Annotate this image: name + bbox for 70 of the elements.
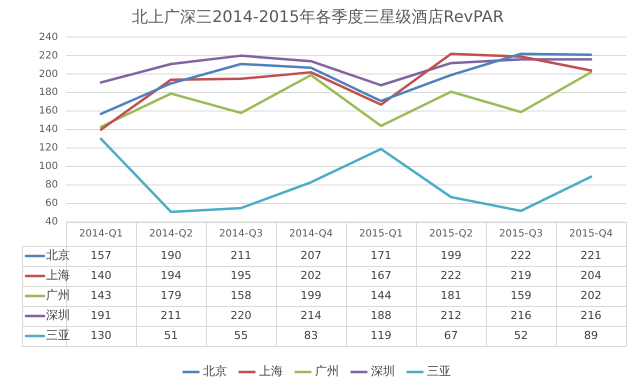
data-label: 55 bbox=[234, 328, 248, 342]
y-tick-label: 100 bbox=[38, 161, 58, 172]
x-tick-label: 2014-Q2 bbox=[149, 228, 193, 240]
text: 上海 bbox=[259, 364, 283, 378]
y-tick-label: 120 bbox=[38, 142, 58, 154]
data-label: 144 bbox=[370, 288, 392, 302]
data-label: 159 bbox=[510, 288, 532, 302]
x-tick-label: 2015-Q2 bbox=[429, 228, 473, 240]
x-tick-label: 2015-Q4 bbox=[569, 228, 613, 240]
data-label: 157 bbox=[90, 248, 112, 262]
data-label: 202 bbox=[580, 288, 602, 302]
data-label: 212 bbox=[440, 308, 462, 322]
data-label: 221 bbox=[580, 248, 602, 262]
data-label: 195 bbox=[230, 268, 252, 282]
legend-label: 深圳 bbox=[46, 308, 70, 322]
data-label: 167 bbox=[370, 268, 392, 282]
data-label: 191 bbox=[90, 308, 112, 322]
data-label: 202 bbox=[300, 268, 322, 282]
text: 广州 bbox=[315, 364, 339, 378]
data-label: 222 bbox=[440, 268, 462, 282]
data-label: 199 bbox=[300, 288, 322, 302]
x-tick-label: 2015-Q3 bbox=[499, 228, 543, 240]
y-tick-label: 140 bbox=[38, 124, 58, 136]
data-label: 158 bbox=[230, 288, 252, 302]
x-tick-label: 2014-Q3 bbox=[219, 228, 263, 240]
legend-label: 北京 bbox=[46, 248, 70, 262]
x-tick-label: 2014-Q4 bbox=[289, 228, 333, 240]
y-tick-label: 200 bbox=[38, 68, 58, 80]
y-tick-label: 40 bbox=[45, 216, 58, 228]
data-label: 216 bbox=[510, 308, 532, 322]
data-label: 211 bbox=[230, 248, 252, 262]
data-label: 51 bbox=[164, 328, 178, 342]
x-tick-label: 2015-Q1 bbox=[359, 228, 403, 240]
y-tick-label: 240 bbox=[38, 32, 58, 43]
text: 北京 bbox=[203, 364, 227, 378]
data-label: 216 bbox=[580, 308, 602, 322]
data-label: 83 bbox=[304, 328, 318, 342]
data-label: 190 bbox=[160, 248, 182, 262]
data-label: 220 bbox=[230, 308, 252, 322]
x-tick-label: 2014-Q1 bbox=[79, 228, 123, 240]
legend-label: 广州 bbox=[46, 288, 70, 302]
data-label: 119 bbox=[370, 328, 392, 342]
y-tick-label: 60 bbox=[45, 198, 58, 210]
data-label: 171 bbox=[370, 248, 392, 262]
text: 三亚 bbox=[427, 364, 451, 378]
legend-label: 上海 bbox=[46, 268, 70, 282]
data-label: 181 bbox=[440, 288, 462, 302]
data-label: 67 bbox=[444, 328, 458, 342]
data-label: 207 bbox=[300, 248, 322, 262]
text: 深圳 bbox=[371, 364, 395, 378]
legend-label: 三亚 bbox=[46, 328, 70, 342]
data-label: 211 bbox=[160, 308, 182, 322]
data-label: 219 bbox=[510, 268, 532, 282]
data-label: 130 bbox=[90, 328, 112, 342]
y-tick-label: 80 bbox=[45, 180, 58, 191]
data-label: 140 bbox=[90, 268, 112, 282]
data-label: 204 bbox=[580, 268, 602, 282]
y-tick-label: 220 bbox=[38, 50, 58, 62]
data-label: 89 bbox=[584, 328, 598, 342]
data-label: 188 bbox=[370, 308, 392, 322]
data-label: 214 bbox=[300, 308, 322, 322]
data-label: 52 bbox=[514, 328, 528, 342]
y-tick-label: 160 bbox=[38, 106, 58, 117]
data-label: 143 bbox=[90, 288, 112, 302]
chart-title: 北上广深三2014-2015年各季度三星级酒店RevPAR bbox=[132, 6, 504, 26]
data-label: 194 bbox=[160, 268, 182, 282]
data-label: 222 bbox=[510, 248, 532, 262]
y-tick-label: 180 bbox=[38, 87, 58, 98]
data-label: 199 bbox=[440, 248, 462, 262]
data-label: 179 bbox=[160, 288, 182, 302]
